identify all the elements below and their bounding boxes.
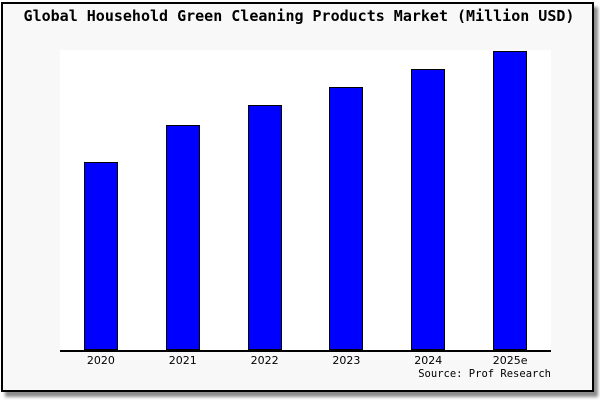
bar-2025e (493, 50, 528, 350)
bar-2020 (83, 161, 118, 350)
bar-2024 (411, 69, 446, 350)
bar-2023 (329, 86, 364, 350)
source-note: Source: Prof Research (418, 368, 551, 380)
x-tick-label-2024: 2024 (414, 354, 443, 367)
bar-2022 (247, 105, 282, 350)
x-axis-labels: 2020 2021 2022 2023 2024 2025e (60, 354, 551, 369)
chart-title: Global Household Green Cleaning Products… (23, 7, 575, 25)
plot-area (60, 50, 551, 352)
x-tick-label-2022: 2022 (250, 354, 279, 367)
x-tick-label-2023: 2023 (332, 354, 361, 367)
x-tick-label-2025e: 2025e (492, 354, 528, 367)
bar-2021 (165, 125, 200, 350)
x-tick-label-2021: 2021 (168, 354, 197, 367)
x-tick-label-2020: 2020 (86, 354, 115, 367)
